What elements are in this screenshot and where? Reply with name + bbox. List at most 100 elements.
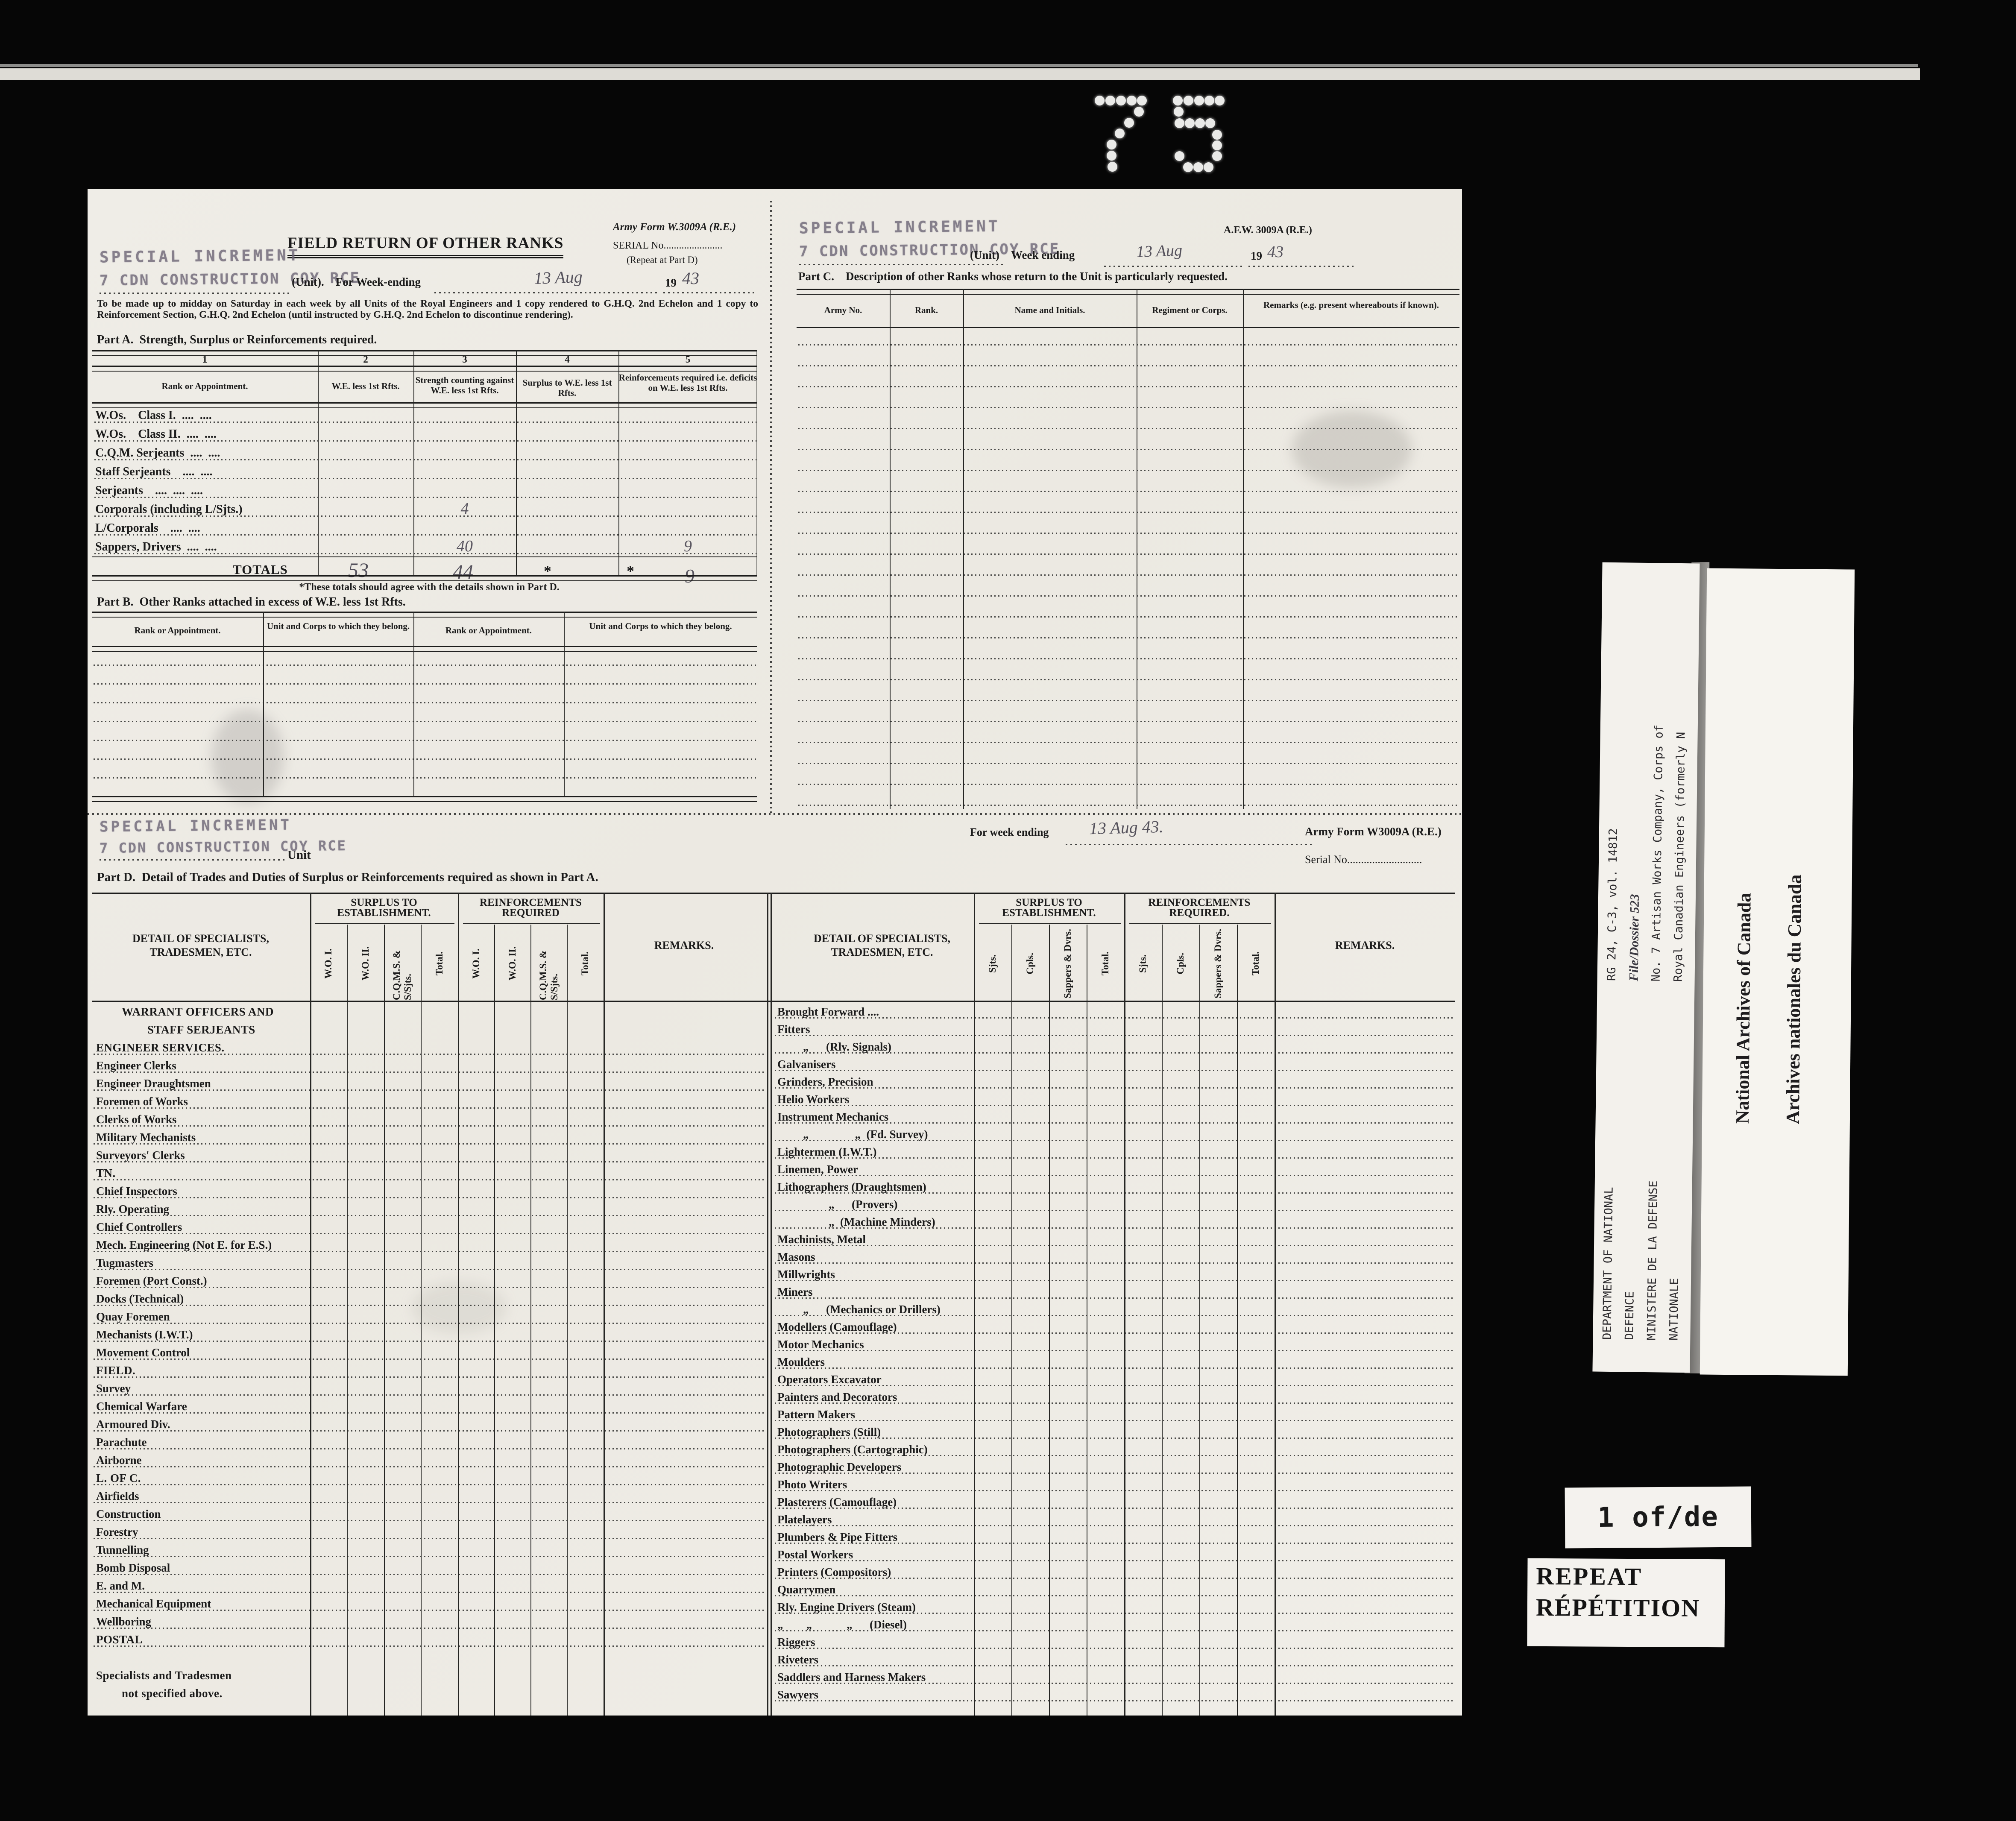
trade-label: „ (Rly. Signals) (803, 1040, 892, 1053)
part-c-col2-header: Rank. (914, 305, 938, 315)
we-value (318, 519, 413, 538)
trade-label: Lightermen (I.W.T.) (777, 1145, 877, 1158)
trade-label (92, 1651, 96, 1664)
trade-row: Riveters (773, 1651, 1455, 1669)
punch-dot (1124, 118, 1134, 128)
rank-label: W.Os. Class II. .... .... (95, 427, 217, 441)
trade-label: Mech. Engineering (Not E. for E.S.) (96, 1238, 272, 1251)
surplus-value (516, 444, 618, 463)
part-c-col4-header: Regiment or Corps. (1152, 305, 1228, 315)
subcol-label: Total. (1100, 951, 1111, 976)
strength-value (413, 444, 516, 463)
remarks-header-right: REMARKS. (1335, 939, 1395, 951)
trade-row: Foremen of Works (92, 1093, 765, 1111)
part-b-col3-header: Rank or Appointment. (445, 625, 532, 635)
trade-label: FIELD. (96, 1364, 136, 1377)
trade-label: „ (Mechanics or Drillers) (803, 1303, 941, 1316)
department-line: DEFENCE (1623, 1291, 1637, 1340)
trade-label: Movement Control (96, 1346, 190, 1359)
trade-label: Quarrymen (777, 1583, 836, 1596)
we-value (318, 406, 413, 425)
week-ending-value-hw: 13 Aug (1136, 241, 1183, 261)
trade-label: Grinders, Precision (777, 1075, 873, 1088)
reinforcement-value (618, 519, 757, 538)
trade-label: Riggers (777, 1636, 815, 1648)
punch-dot (1195, 118, 1205, 128)
national-archives-line: Archives nationales du Canada (1782, 874, 1805, 1124)
col-num: 4 (565, 354, 570, 365)
trade-row: „ (Machine Minders) (773, 1213, 1455, 1231)
trade-row: Armoured Div. (92, 1416, 765, 1434)
trade-label: Quay Foremen (96, 1310, 170, 1323)
film-edge-line (0, 64, 1918, 67)
trade-row: Rly. Operating (92, 1200, 765, 1218)
rank-label: L/Corporals .... .... (95, 521, 200, 535)
empty-row (92, 650, 757, 668)
rank-label: C.Q.M. Serjeants .... .... (95, 446, 220, 460)
empty-row (797, 684, 1459, 705)
year-prefix: 19 (665, 276, 677, 289)
trade-row: Printers (Compositors) (773, 1563, 1455, 1581)
empty-row (92, 668, 757, 687)
trade-row: Military Mechanists (92, 1129, 765, 1147)
punch-dot (1204, 96, 1214, 105)
trade-row: STAFF SERJEANTS (92, 1021, 765, 1039)
part-a-col5-header: Reinforcements required i.e. deficits on… (618, 372, 757, 393)
empty-row (797, 391, 1459, 412)
trade-row: not specified above. (92, 1685, 765, 1703)
part-a-footnote: *These totals should agree with the deta… (299, 582, 560, 593)
part-a-row: Sappers, Drivers .... .... 40 9 (92, 538, 757, 556)
trade-label: ENGINEER SERVICES. (96, 1041, 225, 1054)
trade-row (92, 1649, 765, 1667)
trade-row: „ (Mechanics or Drillers) (773, 1301, 1455, 1318)
subcol-label: Sjts. (987, 954, 998, 973)
trade-label: Foremen (Port Const.) (96, 1274, 207, 1287)
trade-row: E. and M. (92, 1577, 765, 1595)
trade-row: Airfields (92, 1487, 765, 1505)
col-num: 3 (462, 354, 467, 365)
year-prefix: 19 (1251, 249, 1262, 262)
trade-row: Photographers (Cartographic) (773, 1441, 1455, 1458)
trade-label: Printers (Compositors) (777, 1566, 891, 1578)
part-d-serial: Serial No........................... (1305, 853, 1422, 866)
reinforcements-header-left: REINFORCEMENTS REQUIRED (480, 897, 582, 919)
trade-label: Photographers (Still) (777, 1426, 881, 1438)
trade-row: Surveyors' Clerks (92, 1147, 765, 1165)
reinforcement-value: 9 (684, 537, 692, 555)
special-increment-stamp: SPECIAL INCREMENT (99, 816, 292, 836)
trade-row: ENGINEER SERVICES. (92, 1039, 765, 1057)
week-ending-label-right: (Unit) Week ending (970, 249, 1075, 261)
strength-value (413, 406, 516, 425)
trade-row: Quay Foremen (92, 1308, 765, 1326)
punch-dot (1185, 118, 1195, 128)
department-line: DEPARTMENT OF NATIONAL (1600, 1187, 1616, 1340)
trade-row: Fitters (773, 1021, 1455, 1038)
trade-label: Riveters (777, 1653, 818, 1666)
repeat-label-en: REPEAT (1536, 1562, 1643, 1591)
trade-label: „ (Machine Minders) (829, 1215, 935, 1228)
punch-dot (1107, 140, 1116, 149)
empty-row (797, 642, 1459, 663)
trade-row: Lithographers (Draughtsmen) (773, 1178, 1455, 1196)
trade-label: Chemical Warfare (96, 1400, 187, 1413)
subcol-label: Cpls. (1025, 952, 1035, 975)
trade-row: Postal Workers (773, 1546, 1455, 1563)
part-a-row: Serjeants .... .... .... (92, 481, 757, 500)
unit-underline (100, 859, 285, 861)
trade-row: Airborne (92, 1452, 765, 1470)
year-value-hw: 43 (1267, 243, 1283, 261)
trade-row: Instrument Mechanics (773, 1108, 1455, 1126)
part-a-row: W.Os. Class I. .... .... (92, 406, 757, 425)
part-a-col2-header: W.E. less 1st Rfts. (331, 381, 400, 391)
punch-dot (1193, 162, 1203, 172)
surplus-value (516, 538, 618, 556)
punch-dot (1215, 96, 1225, 105)
trade-row: Platelayers (773, 1511, 1455, 1528)
trade-label: Surveyors' Clerks (96, 1149, 185, 1162)
punch-dot (1183, 162, 1193, 172)
subcol-label: Sappers & Dvrs. (1062, 928, 1073, 998)
surplus-header-right: SURPLUS TO ESTABLISHMENT. (1002, 897, 1096, 919)
strength-value: 40 (457, 537, 473, 555)
part-b-table: Rank or Appointment. Unit and Corps to w… (92, 612, 757, 802)
